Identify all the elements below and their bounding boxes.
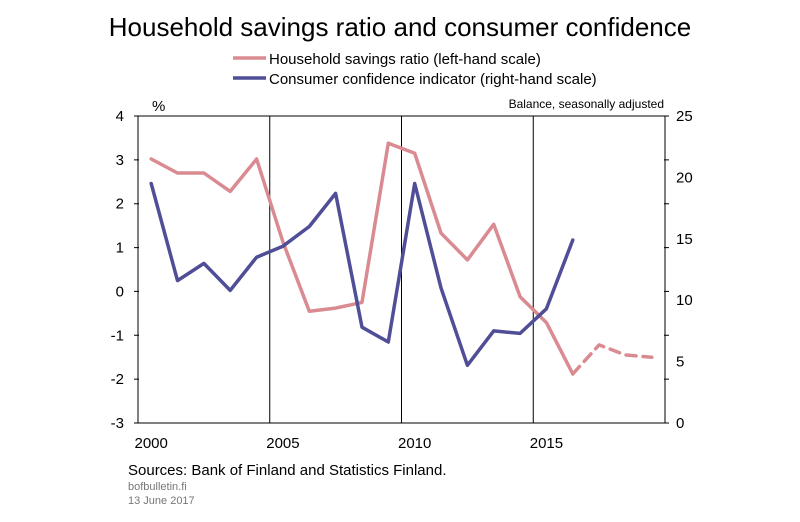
legend: Household savings ratio (left-hand scale… — [233, 51, 597, 88]
left-tick-label-2: 2 — [116, 196, 124, 213]
left-tick-label-3: 1 — [116, 240, 124, 257]
series-line-0 — [149, 141, 575, 376]
right-tick-label-3: 10 — [676, 292, 693, 309]
series-line-1 — [571, 343, 654, 376]
left-tick-label-5: -1 — [111, 327, 124, 344]
chart-title: Household savings ratio and consumer con… — [109, 12, 691, 42]
right-tick-label-0: 25 — [676, 108, 693, 125]
left-tick-label-0: 4 — [116, 108, 124, 125]
left-tick-label-4: 0 — [116, 283, 124, 300]
left-axis-unit: % — [152, 98, 165, 115]
x-tick-label-2: 2010 — [398, 435, 431, 452]
right-tick-label-4: 5 — [676, 354, 684, 371]
footer-date: 13 June 2017 — [128, 495, 195, 507]
x-tick-label-1: 2005 — [266, 435, 299, 452]
right-tick-label-5: 0 — [676, 415, 684, 432]
sources-note: Sources: Bank of Finland and Statistics … — [128, 462, 447, 479]
footer-site: bofbulletin.fi — [128, 481, 187, 493]
x-tick-label-0: 2000 — [134, 435, 167, 452]
legend-label-confidence: Consumer confidence indicator (right-han… — [269, 71, 597, 88]
legend-label-savings: Household savings ratio (left-hand scale… — [269, 51, 541, 68]
left-tick-label-6: -2 — [111, 371, 124, 388]
left-tick-label-7: -3 — [111, 415, 124, 432]
right-axis-unit: Balance, seasonally adjusted — [509, 97, 664, 111]
series-line-2 — [149, 181, 575, 368]
left-tick-label-1: 3 — [116, 152, 124, 169]
plot-frame — [137, 115, 666, 424]
right-tick-label-2: 15 — [676, 231, 693, 248]
x-tick-label-3: 2015 — [530, 435, 563, 452]
right-tick-label-1: 20 — [676, 169, 693, 186]
